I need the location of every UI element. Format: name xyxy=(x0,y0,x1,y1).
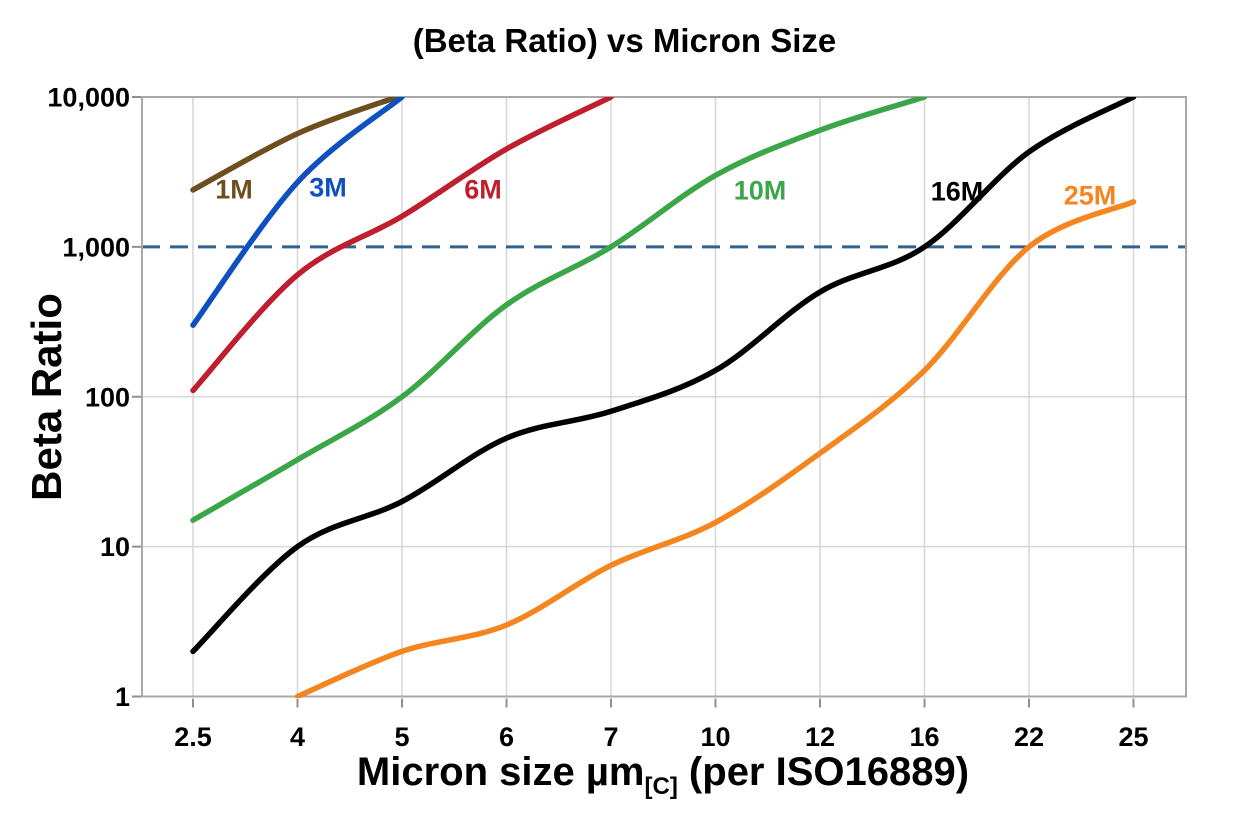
y-tick-labels: 10,000 1,000 100 10 1 xyxy=(47,83,130,713)
y-tick-label: 1,000 xyxy=(62,232,130,262)
series-label-10m: 10M xyxy=(733,175,787,206)
curve-16m xyxy=(190,97,1137,655)
curve-1m xyxy=(190,97,400,193)
x-tick-label: 6 xyxy=(499,722,514,752)
x-axis-title: Micron size µm[C] (per ISO16889) xyxy=(357,750,969,801)
y-tick-label: 1 xyxy=(115,682,130,712)
chart-title: (Beta Ratio) vs Micron Size xyxy=(412,22,837,59)
curve-3m xyxy=(190,97,405,328)
x-tick-label: 5 xyxy=(394,722,409,752)
x-tick-label: 10 xyxy=(700,722,730,752)
curve-25m xyxy=(294,199,1137,698)
x-tick-labels: 2.5 4 5 6 7 10 12 16 22 25 xyxy=(174,722,1148,752)
x-tick-label: 2.5 xyxy=(174,722,212,752)
x-tick-label: 25 xyxy=(1118,722,1148,752)
x-axis-title-suffix: (per ISO16889) xyxy=(677,750,970,794)
x-axis-title-main: Micron size µm xyxy=(356,750,645,794)
series-label-16m: 16M xyxy=(930,176,984,207)
curve-6m xyxy=(190,97,614,394)
x-tick-label: 4 xyxy=(290,722,305,752)
x-tick-label: 12 xyxy=(805,722,835,752)
series-label-1m: 1M xyxy=(215,174,253,205)
x-tick-label: 7 xyxy=(603,722,618,752)
gridlines xyxy=(142,97,1186,697)
curve-10m xyxy=(190,97,928,523)
axis-ticks xyxy=(132,96,1135,708)
plot-border xyxy=(141,96,1187,698)
curves xyxy=(190,97,1137,698)
x-axis-title-subscript: [C] xyxy=(644,773,678,801)
x-tick-label: 16 xyxy=(909,722,939,752)
series-label-25m: 25M xyxy=(1063,180,1117,211)
y-tick-label: 10 xyxy=(100,532,130,562)
x-tick-label: 22 xyxy=(1014,722,1044,752)
series-label-3m: 3M xyxy=(309,172,347,203)
y-tick-label: 10,000 xyxy=(47,83,130,113)
y-tick-label: 100 xyxy=(85,382,130,412)
series-label-6m: 6M xyxy=(464,174,502,205)
